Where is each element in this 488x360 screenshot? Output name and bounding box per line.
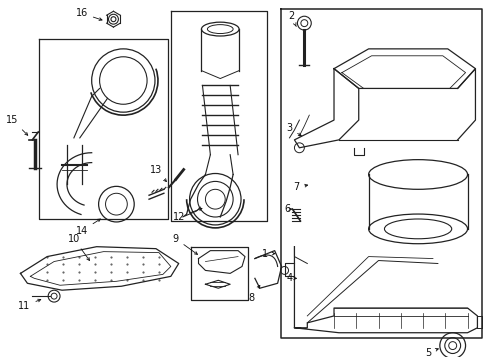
Text: 10: 10 — [68, 234, 89, 261]
Text: 5: 5 — [424, 347, 437, 357]
Text: 3: 3 — [286, 123, 301, 136]
Text: 1: 1 — [261, 249, 274, 258]
Text: 14: 14 — [76, 219, 100, 236]
Text: 16: 16 — [76, 8, 102, 21]
Text: 6: 6 — [284, 204, 291, 214]
Text: 7: 7 — [293, 182, 307, 192]
Text: 9: 9 — [172, 234, 197, 255]
Text: 2: 2 — [288, 11, 296, 27]
Text: 15: 15 — [6, 115, 28, 135]
Text: 13: 13 — [149, 165, 166, 181]
Text: 4: 4 — [286, 273, 296, 283]
Text: 8: 8 — [248, 285, 259, 303]
Text: 11: 11 — [18, 299, 41, 311]
Text: 12: 12 — [172, 208, 202, 222]
